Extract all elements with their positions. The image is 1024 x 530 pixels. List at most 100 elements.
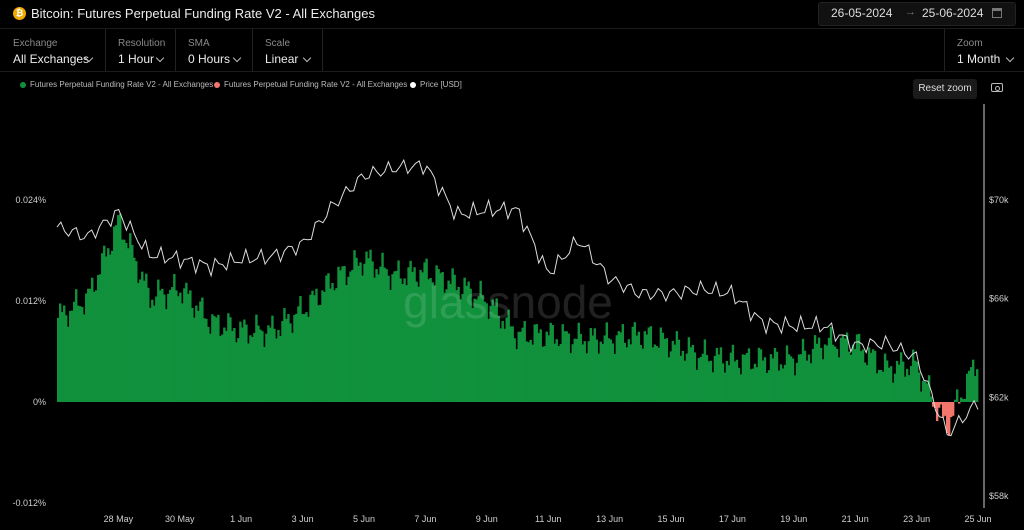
x-tick-label: 1 Jun [230, 514, 252, 524]
funding-bar [587, 341, 590, 402]
funding-bar [59, 303, 62, 402]
funding-bar [491, 299, 494, 402]
funding-bar [359, 262, 362, 402]
funding-bar [599, 341, 602, 402]
scale-value[interactable]: Linear [265, 52, 299, 66]
funding-bar [457, 286, 460, 402]
funding-bar [469, 288, 472, 402]
funding-bar [835, 348, 839, 402]
legend-item-funding-positive[interactable]: Futures Perpetual Funding Rate V2 - All … [20, 80, 213, 89]
scale-select[interactable]: Scale Linear [252, 29, 323, 71]
funding-bar [161, 288, 164, 402]
date-range-picker[interactable]: 26-05-2024 → 25-06-2024 [818, 2, 1016, 26]
sma-value[interactable]: 0 Hours [188, 52, 231, 66]
funding-bar [349, 271, 352, 402]
funding-bar [241, 327, 244, 402]
funding-bar [851, 344, 855, 402]
resolution-select[interactable]: Resolution 1 Hour [105, 29, 176, 71]
funding-bar [773, 347, 777, 402]
legend-item-price[interactable]: Price [USD] [410, 80, 462, 89]
funding-bar [575, 338, 578, 402]
funding-bar [181, 303, 184, 402]
funding-bar [317, 305, 320, 402]
funding-bar [439, 273, 442, 402]
funding-bar [133, 257, 136, 402]
funding-bar [223, 327, 226, 402]
legend-item-funding-negative[interactable]: Futures Perpetual Funding Rate V2 - All … [214, 80, 407, 89]
funding-bar [149, 307, 152, 402]
funding-bar [647, 327, 651, 402]
funding-bar [91, 277, 94, 402]
funding-bar [917, 372, 921, 402]
funding-bar [633, 322, 637, 402]
zoom-select[interactable]: Zoom 1 Month [944, 29, 1024, 71]
funding-bar [69, 311, 72, 402]
funding-bar [731, 344, 735, 402]
funding-bar [695, 369, 699, 402]
resolution-value[interactable]: 1 Hour [118, 52, 155, 66]
funding-bar [857, 333, 861, 402]
funding-bar [775, 351, 779, 402]
funding-bar [415, 281, 418, 402]
funding-bar [179, 292, 182, 402]
funding-bar [583, 341, 586, 402]
funding-bar [253, 332, 256, 402]
funding-bar [687, 337, 691, 402]
funding-bar [627, 339, 631, 402]
funding-bar [837, 357, 841, 402]
funding-bar [635, 335, 639, 402]
funding-bar [109, 254, 112, 402]
funding-bar [407, 267, 410, 402]
funding-bar [111, 250, 114, 402]
title-bar: ₿ Bitcoin: Futures Perpetual Funding Rat… [0, 0, 1024, 27]
funding-bar [865, 365, 869, 402]
funding-bar [843, 338, 847, 402]
funding-bar [665, 338, 669, 402]
exchange-value[interactable]: All Exchanges [13, 52, 90, 66]
funding-bar [325, 275, 328, 402]
funding-bar [899, 352, 903, 402]
funding-bar [283, 307, 286, 402]
funding-bar [103, 245, 106, 402]
zoom-value[interactable]: 1 Month [957, 52, 1001, 66]
funding-bar [711, 372, 715, 402]
funding-bar [261, 331, 264, 402]
funding-bar [157, 279, 160, 402]
funding-bar [617, 331, 621, 402]
camera-icon[interactable] [991, 83, 1003, 92]
funding-bar [195, 305, 198, 402]
funding-bar [925, 383, 929, 402]
funding-bar [927, 375, 931, 402]
funding-bar [811, 348, 815, 402]
sma-select[interactable]: SMA 0 Hours [175, 29, 253, 71]
x-tick-label: 5 Jun [353, 514, 375, 524]
funding-bar [331, 282, 334, 402]
funding-bar [941, 402, 945, 418]
funding-bar [657, 347, 661, 402]
funding-bar [301, 314, 304, 402]
funding-bar [915, 361, 919, 402]
funding-bar [397, 260, 400, 402]
x-tick-label: 23 Jun [903, 514, 930, 524]
y-right-tick-label: $58k [989, 491, 1009, 501]
date-from[interactable]: 26-05-2024 [831, 6, 893, 20]
funding-bar [459, 299, 462, 402]
funding-bar [487, 318, 490, 402]
funding-bar [319, 304, 322, 402]
funding-bar [355, 257, 358, 402]
funding-bar [243, 319, 246, 402]
funding-bar [391, 274, 394, 402]
legend-label: Price [USD] [420, 80, 462, 89]
reset-zoom-button[interactable]: Reset zoom [913, 79, 977, 99]
funding-bar [717, 354, 721, 402]
funding-bar [495, 298, 498, 402]
exchange-select[interactable]: Exchange All Exchanges [0, 29, 106, 71]
x-tick-label: 13 Jun [596, 514, 623, 524]
funding-bar [935, 402, 939, 422]
date-to[interactable]: 25-06-2024 [922, 6, 984, 20]
funding-bar [521, 327, 524, 402]
funding-bar [689, 347, 693, 402]
funding-bar [441, 272, 444, 402]
funding-bar [351, 269, 354, 402]
calendar-icon[interactable] [992, 8, 1002, 18]
